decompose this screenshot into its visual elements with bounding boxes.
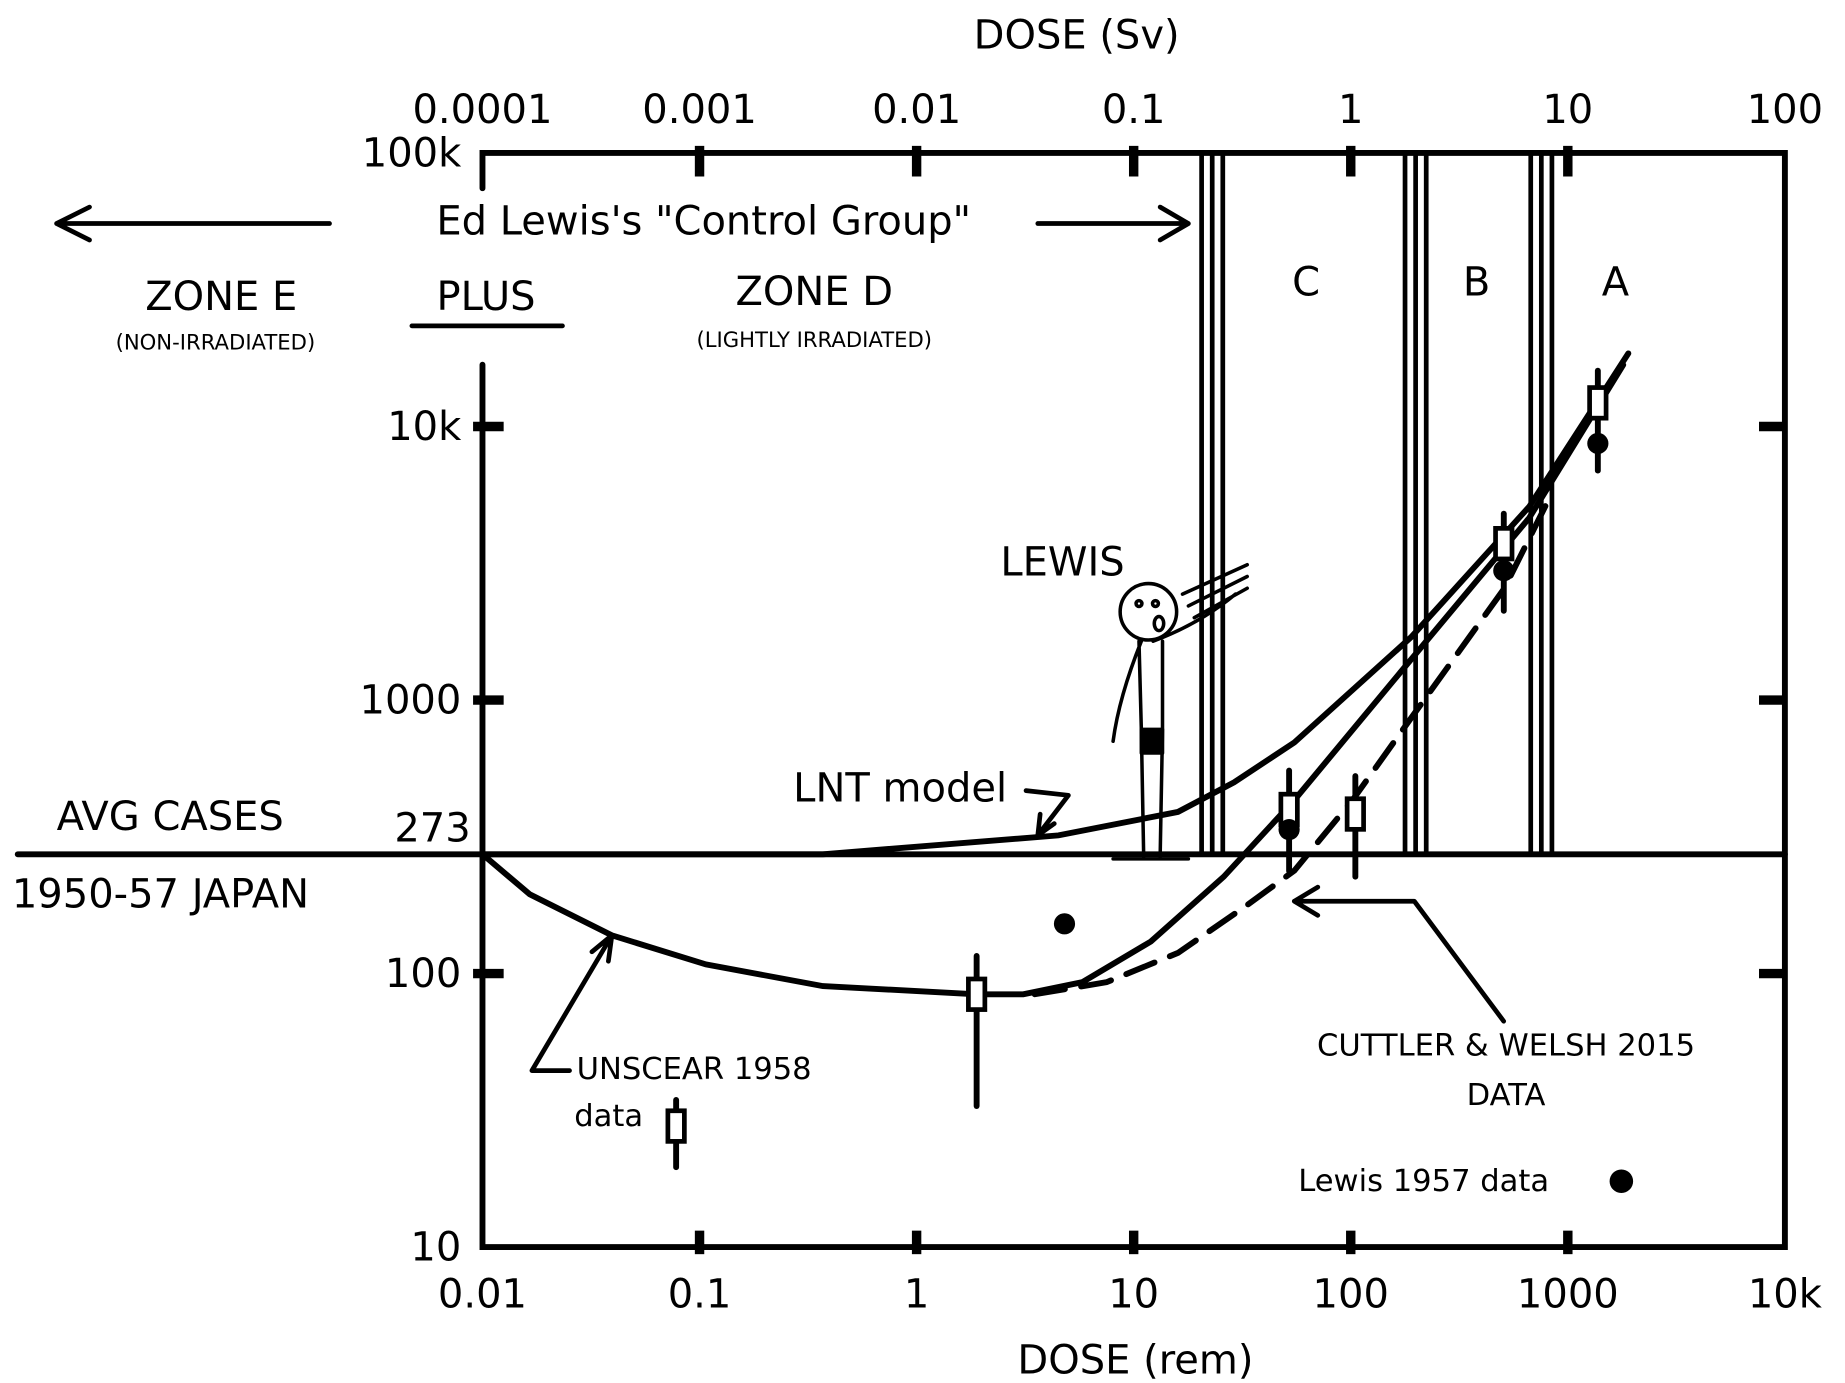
lewis-point (1493, 560, 1515, 582)
lewis-point (1053, 913, 1076, 935)
data-box (1587, 385, 1609, 421)
zone-label: A (1602, 260, 1630, 306)
lnt-arrow (1023, 788, 1071, 838)
reference-value: 273 (394, 806, 470, 852)
y-tick-label: 100k (362, 130, 462, 176)
reference-label: AVG CASES (57, 794, 284, 840)
control-group-label: Ed Lewis's "Control Group" (436, 199, 971, 245)
x2-axis-label: DOSE (Sv) (974, 13, 1180, 59)
x2-tick-label: 1 (1338, 87, 1363, 133)
x-tick-label: 0.01 (438, 1272, 527, 1318)
lnt-label: LNT model (793, 766, 1007, 812)
x2-tick-label: 0.001 (642, 87, 757, 133)
data-box (1344, 796, 1366, 832)
y-tick-label: 10k (387, 404, 462, 450)
x-tick-label: 0.1 (668, 1272, 732, 1318)
x-tick-label: 100 (1313, 1272, 1389, 1318)
legend-dot (1609, 1169, 1634, 1193)
data-box (966, 976, 988, 1012)
zone-e-label: ZONE E (145, 274, 297, 320)
zone-d-note: (LIGHTLY IRRADIATED) (696, 327, 932, 352)
x2-tick-label: 0.01 (872, 87, 961, 133)
zone-label: B (1463, 260, 1490, 306)
y-tick-label: 10 (410, 1224, 461, 1270)
x2-tick-label: 0.0001 (412, 87, 552, 133)
y-tick-label: 100 (385, 951, 461, 997)
cuttler-label: DATA (1467, 1078, 1546, 1113)
series-line (1031, 491, 1555, 998)
series-line (479, 361, 1627, 998)
zone-label: C (1292, 260, 1320, 306)
unscear-arrow (529, 932, 615, 1073)
lewis-label: LEWIS (1000, 540, 1124, 586)
x-tick-label: 10 (1108, 1272, 1159, 1318)
lewis-point (1587, 432, 1609, 455)
series-line (479, 350, 1632, 858)
stick-figure (1111, 562, 1249, 861)
zone-e-note: (NON-IRRADIATED) (116, 330, 316, 355)
x2-tick-label: 10 (1542, 87, 1593, 133)
cuttler-label: CUTTLER & WELSH 2015 (1317, 1029, 1695, 1064)
x-tick-label: 1 (904, 1272, 929, 1318)
x2-tick-label: 0.1 (1102, 87, 1166, 133)
reference-label: 1950-57 JAPAN (12, 872, 309, 918)
lewis-data-label: Lewis 1957 data (1298, 1164, 1549, 1199)
x2-tick-label: 100 (1747, 87, 1823, 133)
unscear-label: UNSCEAR 1958 (577, 1052, 812, 1087)
data-box (665, 1108, 687, 1144)
lewis-point (1278, 819, 1300, 841)
x-tick-label: 1000 (1517, 1272, 1619, 1318)
x-tick-label: 10k (1748, 1272, 1823, 1318)
data-box (1493, 525, 1515, 562)
x-axis-label: DOSE (rem) (1017, 1337, 1253, 1383)
cuttler-arrow (1291, 884, 1507, 1024)
unscear-label: data (574, 1099, 643, 1134)
plus-label: PLUS (436, 274, 535, 320)
control-group-arrows (54, 204, 1191, 243)
zone-d-label: ZONE D (735, 269, 893, 315)
y-tick-label: 1000 (360, 677, 462, 723)
